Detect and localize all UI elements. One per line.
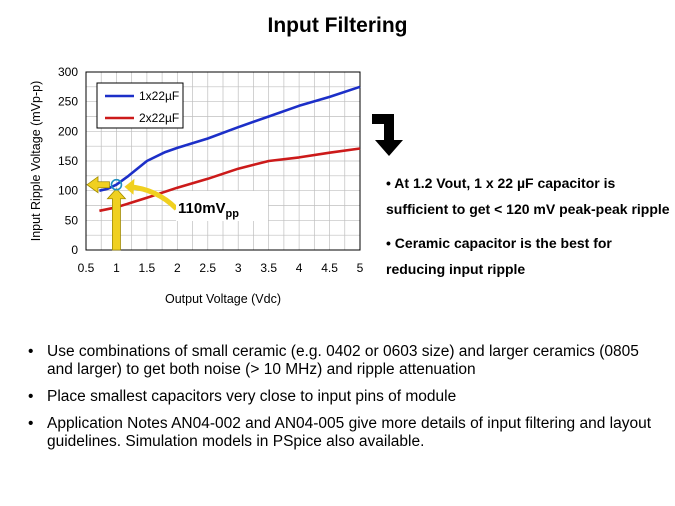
series-line bbox=[99, 85, 361, 192]
slide-title: Input Filtering bbox=[267, 14, 408, 37]
ripple-chart: 0.5 1 1.5 2 2.5 3 3.5 4 4.5 5 050100150200250300 … bbox=[29, 65, 364, 306]
y-tick-labels: 0 50 100 150 200 250 300 bbox=[58, 65, 78, 257]
notes-panel: • At 1.2 Vout, 1 x 22 µF capacitor is su… bbox=[386, 170, 671, 290]
x-tick-label: 1.5 bbox=[139, 261, 156, 275]
left-arrow bbox=[86, 175, 110, 194]
up-arrow bbox=[106, 188, 127, 251]
series-line bbox=[99, 147, 361, 213]
y-axis-title: Input Ripple Voltage (mVp-p) bbox=[29, 81, 43, 242]
y-tick-label: 300 bbox=[58, 65, 78, 79]
curved-arrow-icon bbox=[372, 114, 403, 156]
note-1: • At 1.2 Vout, 1 x 22 µF capacitor is su… bbox=[386, 175, 670, 217]
legend-label: 2x22µF bbox=[139, 111, 179, 125]
bullet-item: • Place smallest capacitors very close to… bbox=[28, 388, 457, 405]
ripple-marker bbox=[110, 178, 123, 191]
chart-series bbox=[99, 85, 361, 213]
y-tick-label: 50 bbox=[65, 213, 79, 227]
chart-legend: 1x22µF 2x22µF bbox=[96, 82, 184, 129]
y-tick-label: 250 bbox=[58, 95, 78, 109]
ripple-annotation: 110mVpp bbox=[86, 175, 268, 251]
annotation-label: 110mVpp bbox=[178, 200, 239, 220]
bullet-item: • Application Notes AN04-002 and AN04-005… bbox=[28, 415, 652, 450]
x-tick-label: 3 bbox=[235, 261, 242, 275]
x-tick-label: 2 bbox=[174, 261, 181, 275]
x-tick-label: 0.5 bbox=[78, 261, 95, 275]
legend-box bbox=[96, 82, 184, 129]
annotation-box bbox=[176, 191, 268, 221]
x-tick-label: 3.5 bbox=[260, 261, 277, 275]
y-tick-label: 200 bbox=[58, 124, 78, 138]
y-tick-label: 100 bbox=[58, 184, 78, 198]
x-tick-labels: 0.5 1 1.5 2 2.5 3 3.5 4 4.5 5 bbox=[78, 261, 364, 275]
x-axis-title: Output Voltage (Vdc) bbox=[165, 292, 281, 306]
note-2: • Ceramic capacitor is the best for redu… bbox=[386, 235, 612, 277]
x-tick-label: 5 bbox=[357, 261, 364, 275]
y-tick-label: 150 bbox=[58, 154, 78, 168]
plot-frame bbox=[85, 71, 361, 251]
x-tick-label: 4 bbox=[296, 261, 303, 275]
bullet-item: • Use combinations of small ceramic (e.g.… bbox=[28, 343, 639, 378]
x-tick-label: 1 bbox=[113, 261, 120, 275]
y-tick-label: 0 bbox=[71, 243, 78, 257]
pointer-arrow-head bbox=[124, 178, 135, 195]
bullet-list: • Use combinations of small ceramic (e.g.… bbox=[26, 343, 666, 460]
x-tick-label: 2.5 bbox=[199, 261, 216, 275]
x-tick-label: 4.5 bbox=[321, 261, 338, 275]
legend-label: 1x22µF bbox=[139, 89, 179, 103]
